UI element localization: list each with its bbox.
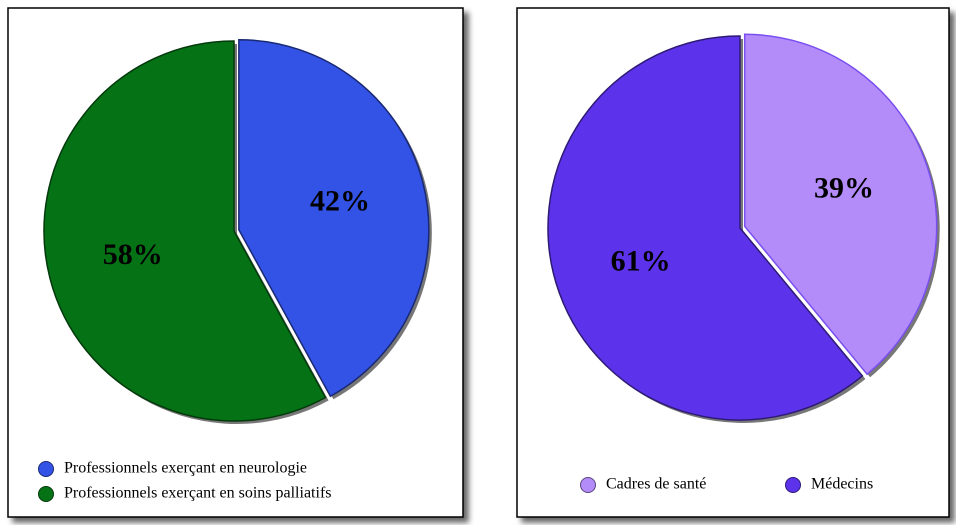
legend-marker bbox=[38, 486, 54, 502]
slice bbox=[743, 33, 938, 376]
legend-marker bbox=[580, 477, 596, 493]
slice bbox=[547, 35, 864, 421]
value-label: 42% bbox=[310, 185, 370, 218]
legend-label: Professionnels exerçant en soins palliat… bbox=[64, 485, 332, 502]
legend-marker bbox=[785, 477, 801, 493]
slice bbox=[43, 40, 327, 422]
value-label: 61% bbox=[611, 245, 671, 278]
legend-label: Médecins bbox=[811, 476, 873, 493]
legend-label: Professionnels exerçant en neurologie bbox=[64, 460, 307, 477]
slice bbox=[238, 39, 430, 398]
value-label: 58% bbox=[103, 238, 163, 271]
legend-marker bbox=[38, 461, 54, 477]
legend-label: Cadres de santé bbox=[606, 476, 706, 493]
value-label: 39% bbox=[814, 171, 874, 204]
